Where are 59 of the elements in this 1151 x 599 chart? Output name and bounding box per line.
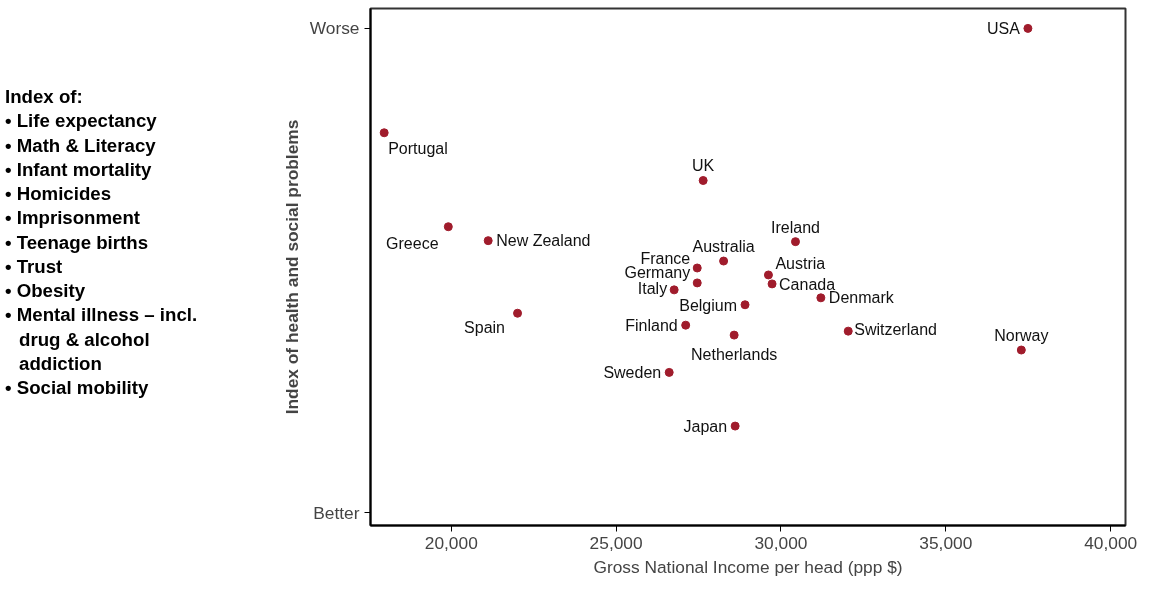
- point: [443, 222, 453, 232]
- y-axis-title: Index of health and social problems: [281, 119, 302, 415]
- annotation: Austria: [775, 255, 826, 273]
- point: [790, 237, 800, 247]
- annotation: UK: [692, 157, 715, 174]
- annotation: Ireland: [771, 219, 820, 237]
- annotation: Greece: [386, 235, 439, 253]
- point: [1023, 23, 1033, 33]
- x-tick-label: 25,000: [589, 532, 643, 553]
- annotation: Netherlands: [691, 345, 778, 363]
- annotation: Italy: [637, 280, 668, 298]
- text: Better: [313, 502, 360, 523]
- annotation: Portugal: [388, 140, 448, 158]
- text: • Social mobility: [5, 376, 150, 401]
- point: [513, 308, 523, 318]
- text: • Infant mortality: [5, 157, 153, 182]
- point: [681, 320, 691, 330]
- annotation: Belgium: [679, 297, 738, 315]
- x-tick-label: 35,000: [919, 532, 973, 553]
- point: [816, 293, 826, 303]
- text: • Trust: [5, 254, 64, 279]
- text: • Obesity: [5, 279, 87, 304]
- point: [664, 367, 674, 377]
- text: Worse: [309, 18, 360, 39]
- point: [843, 326, 853, 336]
- annotation: Finland: [625, 316, 678, 334]
- text: • Imprisonment: [5, 206, 142, 231]
- text: • Math & Literacy: [5, 133, 157, 158]
- x-axis-title: Gross National Income per head (ppp $): [593, 556, 903, 577]
- x-tick-label: 40,000: [1084, 532, 1138, 553]
- x-tick-label: 20,000: [424, 532, 478, 553]
- text: • Homicides: [5, 182, 113, 207]
- annotation: Switzerland: [854, 320, 937, 338]
- point: [692, 263, 702, 273]
- annotation: Denmark: [828, 289, 895, 307]
- point: [379, 128, 389, 138]
- point: [692, 278, 702, 288]
- text: • Mental illness – incl. drug & alcohol addiction: [5, 303, 199, 376]
- annotation: Japan: [683, 417, 728, 435]
- annotation: Australia: [692, 237, 755, 255]
- x-tick-label: 30,000: [754, 532, 808, 553]
- point: [767, 279, 777, 289]
- point: [669, 285, 679, 295]
- point: [763, 270, 773, 280]
- point: [698, 176, 708, 185]
- annotation: Spain: [464, 318, 505, 336]
- point: [483, 236, 493, 246]
- text: Index of:: [5, 85, 84, 109]
- point: [1016, 345, 1026, 355]
- point: [729, 330, 739, 340]
- annotation: USA: [987, 19, 1021, 37]
- annotation: Norway: [994, 326, 1049, 344]
- annotation: New Zealand: [496, 232, 591, 250]
- text: • Life expectancy: [5, 109, 158, 134]
- point: [719, 256, 729, 266]
- point: [730, 421, 740, 431]
- point: [740, 300, 750, 310]
- text: • Teenage births: [5, 230, 150, 255]
- annotation: Sweden: [603, 363, 662, 381]
